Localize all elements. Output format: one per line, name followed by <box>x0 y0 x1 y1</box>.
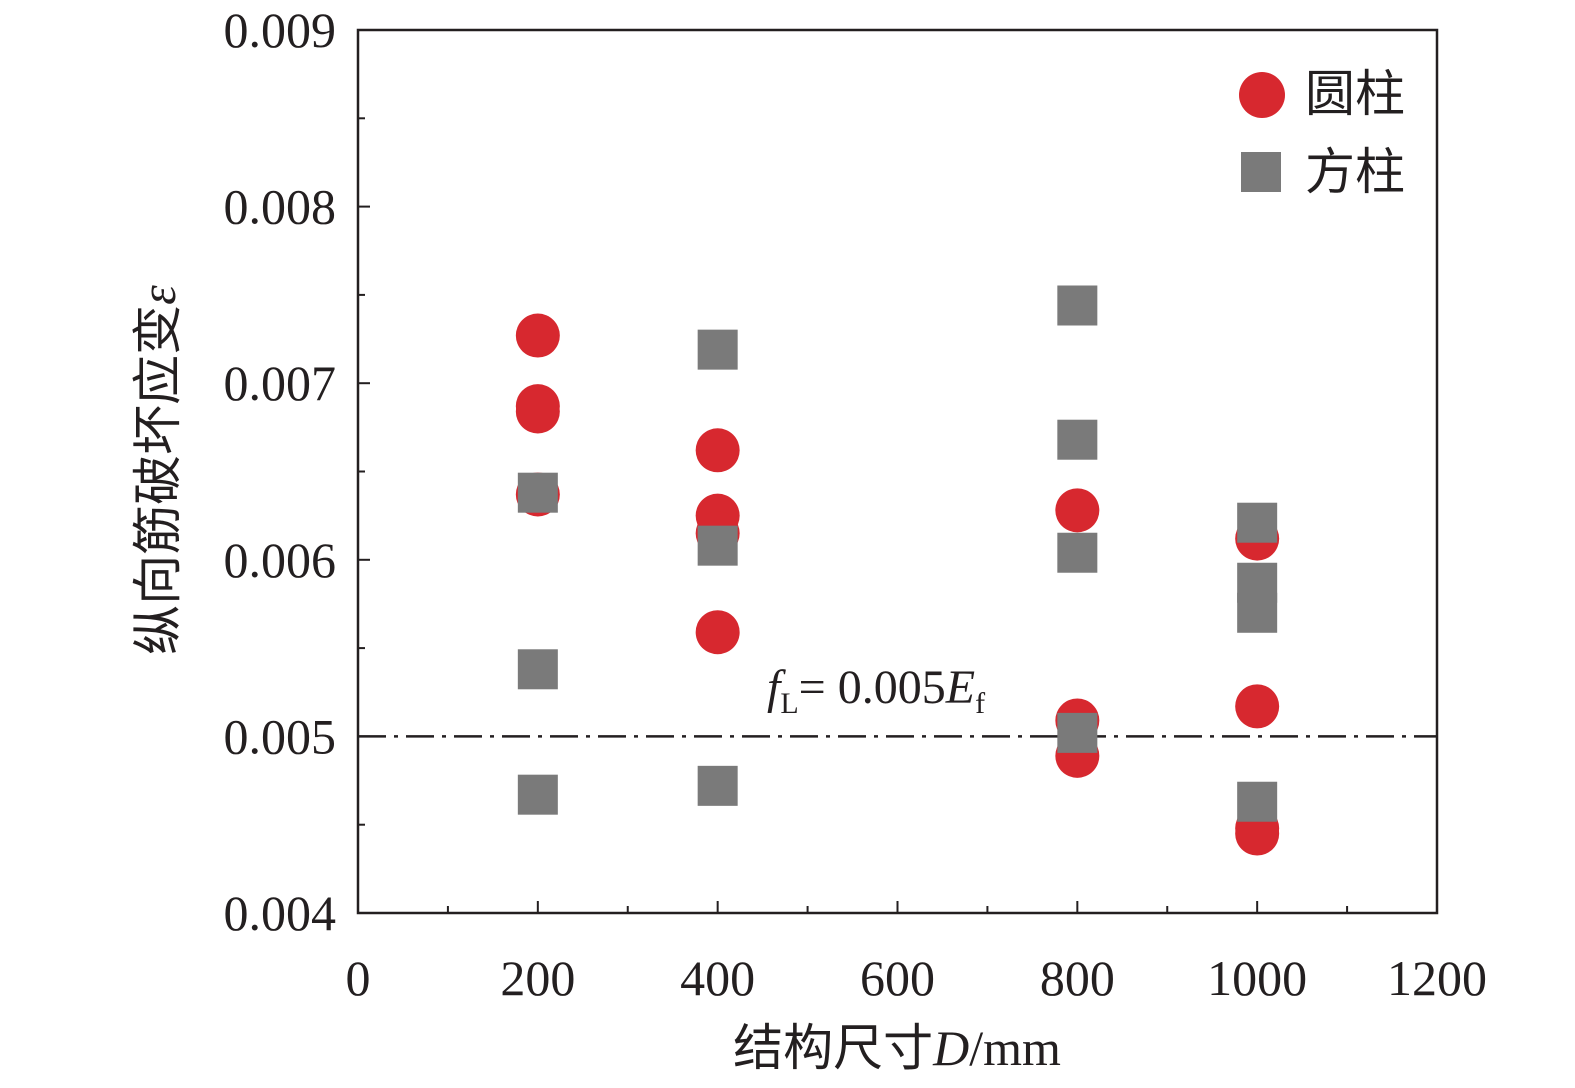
data-point-square <box>697 525 738 566</box>
data-point-square <box>1237 781 1278 822</box>
y-tick-label: 0.006 <box>224 532 337 588</box>
y-tick-label: 0.008 <box>224 179 337 235</box>
x-tick-label: 600 <box>860 950 935 1006</box>
legend-label-square: 方柱 <box>1305 144 1405 200</box>
data-point-circle <box>695 610 740 655</box>
data-point-square <box>517 649 558 690</box>
data-point-square <box>1057 419 1098 460</box>
axes: 0 200 400 600 800 1000 1200 0.004 0.005 0.006 0.00… <box>224 2 1488 1006</box>
data-point-circle <box>515 389 560 434</box>
data-point-circle <box>1235 684 1280 729</box>
data-point-circle <box>515 313 560 358</box>
y-axis-title: 纵向筋破坏应变ε <box>130 285 186 655</box>
reference-line-label: fL= 0.005Ef <box>767 661 985 720</box>
legend-marker-circle <box>1239 72 1285 118</box>
x-tick-label: 1000 <box>1207 950 1307 1006</box>
data-point-square <box>517 472 558 513</box>
x-tick-label: 200 <box>500 950 575 1006</box>
data-point-square <box>1057 712 1098 753</box>
y-tick-label: 0.009 <box>224 2 337 58</box>
data-point-circle <box>695 428 740 473</box>
data-point-square <box>697 765 738 806</box>
data-point-circle <box>1055 488 1100 533</box>
data-point-square <box>517 774 558 815</box>
x-tick-label: 800 <box>1040 950 1115 1006</box>
legend: 圆柱 方柱 <box>1239 66 1405 200</box>
legend-label-circle: 圆柱 <box>1305 66 1405 122</box>
data-point-square <box>1057 285 1098 326</box>
y-tick-label: 0.004 <box>224 885 337 941</box>
data-point-square <box>1237 502 1278 543</box>
x-axis-title: 结构尺寸D/mm <box>733 1020 1061 1076</box>
data-point-square <box>1057 532 1098 573</box>
legend-marker-square <box>1241 152 1281 192</box>
y-tick-label: 0.005 <box>224 708 337 764</box>
data-marks <box>515 285 1280 856</box>
x-tick-label: 400 <box>680 950 755 1006</box>
data-point-square <box>697 329 738 370</box>
x-tick-label: 1200 <box>1387 950 1487 1006</box>
data-point-circle <box>1235 811 1280 856</box>
y-tick-label: 0.007 <box>224 355 337 411</box>
x-tick-label: 0 <box>346 950 371 1006</box>
data-point-square <box>1237 592 1278 633</box>
